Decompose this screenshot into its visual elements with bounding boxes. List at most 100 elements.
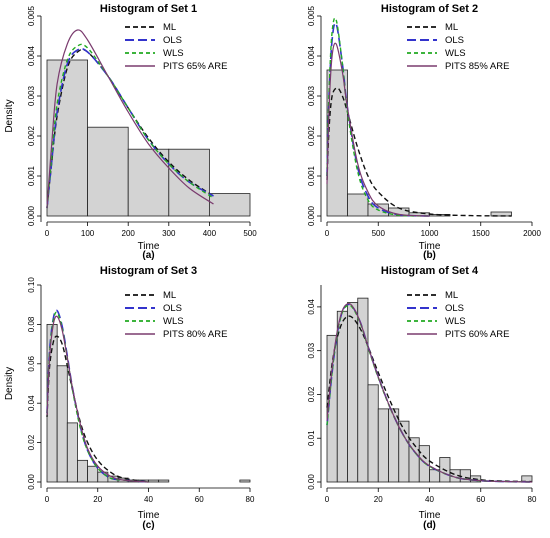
histogram-bar	[388, 408, 400, 483]
histogram-bar	[56, 365, 68, 483]
density-curve-3	[46, 311, 149, 483]
y-tick-label: 0.001	[27, 165, 36, 186]
chart-title: Histogram of Set 2	[381, 3, 478, 15]
y-tick-label: 0.06	[27, 355, 36, 371]
y-tick-label: 0.10	[27, 277, 36, 293]
x-tick-label: 500	[372, 229, 386, 238]
histogram-bar	[158, 479, 170, 483]
legend-label: PITS 60% ARE	[445, 329, 509, 340]
y-tick-label: 0.001	[307, 165, 316, 186]
x-axis-label: Time	[138, 510, 160, 521]
x-tick-label: 40	[425, 495, 434, 504]
density-curve-4	[46, 29, 214, 209]
histogram-bar	[66, 422, 78, 483]
y-tick-label: 0.02	[307, 386, 316, 402]
density-curve-3	[46, 43, 214, 209]
x-tick-label: 80	[246, 495, 255, 504]
x-axis-label: Time	[419, 510, 441, 521]
chart-title: Histogram of Set 4	[381, 265, 479, 277]
x-tick-label: 0	[325, 495, 330, 504]
histogram-bar	[46, 323, 58, 483]
histogram-bar	[347, 193, 369, 217]
y-tick-label: 0.04	[307, 299, 316, 315]
x-tick-label: 1000	[421, 229, 439, 238]
density-curve-1	[326, 87, 512, 217]
x-axis-label: Time	[138, 241, 160, 252]
histogram-bar	[87, 126, 129, 217]
legend-label: WLS	[163, 48, 184, 59]
x-tick-label: 300	[162, 229, 176, 238]
x-tick-label: 500	[243, 229, 257, 238]
histogram-bar	[127, 148, 170, 217]
legend-label: OLS	[445, 35, 464, 46]
y-tick-label: 0.000	[27, 205, 36, 226]
y-tick-label: 0.02	[27, 434, 36, 450]
x-tick-label: 2000	[523, 229, 541, 238]
y-tick-label: 0.004	[307, 45, 316, 66]
legend-label: WLS	[163, 316, 184, 327]
density-curve-4	[326, 302, 533, 483]
y-tick-label: 0.03	[307, 342, 316, 358]
x-tick-label: 20	[93, 495, 102, 504]
histogram-bar	[418, 445, 430, 483]
y-tick-label: 0.005	[307, 5, 316, 26]
x-tick-label: 400	[203, 229, 217, 238]
histogram-bar	[347, 302, 359, 483]
y-tick-label: 0.002	[27, 125, 36, 146]
x-tick-label: 80	[528, 495, 537, 504]
legend-label: WLS	[445, 48, 466, 59]
histogram-bar	[77, 459, 88, 483]
legend-label: PITS 85% ARE	[445, 61, 509, 72]
histogram-bar	[87, 465, 99, 483]
panel-label: (c)	[142, 520, 154, 531]
y-tick-label: 0.003	[307, 85, 316, 106]
x-tick-label: 0	[45, 495, 50, 504]
y-tick-label: 0.003	[27, 85, 36, 106]
chart-title: Histogram of Set 1	[100, 3, 197, 15]
x-tick-label: 100	[81, 229, 95, 238]
x-tick-label: 60	[476, 495, 485, 504]
histogram-bar	[239, 479, 251, 483]
panel-label: (b)	[423, 250, 436, 261]
x-axis-label: Time	[419, 241, 441, 252]
histogram-bar	[336, 310, 348, 483]
histogram-bar	[208, 193, 251, 217]
x-tick-label: 0	[325, 229, 330, 238]
histogram-bar	[377, 408, 389, 483]
y-axis-label: Density	[4, 367, 15, 400]
y-tick-label: 0.00	[27, 474, 36, 490]
x-tick-label: 1500	[472, 229, 490, 238]
y-tick-label: 0.004	[27, 45, 36, 66]
y-axis-label: Density	[4, 99, 15, 132]
y-tick-label: 0.005	[27, 5, 36, 26]
density-curve-4	[326, 42, 430, 217]
density-curve-4	[46, 315, 149, 483]
legend-label: ML	[445, 290, 458, 301]
y-tick-label: 0.002	[307, 125, 316, 146]
density-curve-1	[326, 315, 533, 483]
legend-label: ML	[163, 22, 176, 33]
y-tick-label: 0.04	[27, 395, 36, 411]
legend-label: OLS	[163, 35, 182, 46]
y-tick-label: 0.08	[27, 316, 36, 332]
histogram-bar	[367, 384, 379, 483]
chart-title: Histogram of Set 3	[100, 265, 197, 277]
histogram-bar	[148, 479, 160, 483]
legend-label: PITS 80% ARE	[163, 329, 227, 340]
x-tick-label: 60	[195, 495, 204, 504]
x-tick-label: 200	[122, 229, 136, 238]
x-tick-label: 0	[45, 229, 50, 238]
y-tick-label: 0.000	[307, 205, 316, 226]
legend-label: ML	[163, 290, 176, 301]
density-curve-3	[326, 17, 430, 217]
legend-label: OLS	[163, 303, 182, 314]
legend-label: ML	[445, 22, 458, 33]
legend-label: OLS	[445, 303, 464, 314]
legend-label: WLS	[445, 316, 466, 327]
histogram-bar	[357, 297, 369, 483]
y-tick-label: 0.00	[307, 474, 316, 490]
x-tick-label: 40	[144, 495, 153, 504]
x-tick-label: 20	[374, 495, 383, 504]
y-tick-label: 0.01	[307, 430, 316, 446]
